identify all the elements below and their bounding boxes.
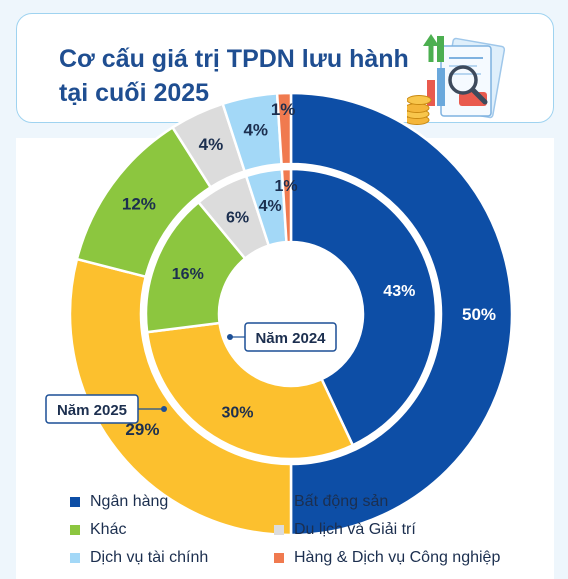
data-label-outer-5: 1% <box>271 100 296 119</box>
legend-label: Ngân hàng <box>90 493 169 510</box>
data-label-outer-0: 50% <box>462 305 496 324</box>
legend-item: Dịch vụ tài chính <box>70 546 274 570</box>
data-label-inner-2: 16% <box>172 266 204 283</box>
data-label-outer-3: 4% <box>199 135 224 154</box>
callout-2024-label: Năm 2024 <box>255 330 326 347</box>
slice-inner-5 <box>280 167 293 244</box>
slice-outer-0 <box>289 91 514 537</box>
title-line-2: tại cuối 2025 <box>59 79 210 107</box>
legend-item: Khác <box>70 518 274 542</box>
callout-2025-label: Năm 2025 <box>57 402 127 419</box>
slice-labels: 50%29%12%4%4%1%43%30%16%6%4%1% <box>122 100 496 439</box>
legend-label: Dịch vụ tài chính <box>90 549 209 566</box>
title-line-1: Cơ cấu giá trị TPDN lưu hành <box>59 45 409 73</box>
legend-item: Hàng & Dịch vụ Công nghiệp <box>274 546 524 570</box>
data-label-inner-0: 43% <box>383 283 415 300</box>
data-label-inner-1: 30% <box>222 404 254 421</box>
callout-2024-box <box>244 322 337 352</box>
legend-label: Bất động sản <box>294 493 389 510</box>
inner-ring-2024 <box>144 167 438 461</box>
data-label-inner-5: 1% <box>274 178 297 195</box>
data-label-outer-4: 4% <box>243 120 268 139</box>
page-title: Cơ cấu giá trị TPDN lưu hành tại cuối 20… <box>59 42 419 110</box>
title-card: Cơ cấu giá trị TPDN lưu hành tại cuối 20… <box>16 13 554 125</box>
outer-ring-2025 <box>68 91 514 537</box>
legend-swatch <box>70 525 80 535</box>
bond-document-icon <box>407 34 506 125</box>
legend-swatch <box>274 525 284 535</box>
data-label-outer-1: 29% <box>125 420 159 439</box>
legend-swatch <box>70 497 80 507</box>
data-label-outer-2: 12% <box>122 194 156 213</box>
data-label-inner-3: 6% <box>226 210 249 227</box>
callout-2024-dot <box>227 334 233 340</box>
legend-label: Du lịch và Giải trí <box>294 521 416 538</box>
legend-swatch <box>274 553 284 563</box>
legend-item: Bất động sản <box>274 490 524 514</box>
legend-item: Du lịch và Giải trí <box>274 518 524 542</box>
ring-callouts: Năm 2024 Năm 2025 <box>45 322 337 424</box>
legend-label: Khác <box>90 521 127 538</box>
slice-inner-0 <box>289 167 438 447</box>
slice-inner-1 <box>145 321 355 461</box>
chart-legend: Ngân hàng Bất động sản Khác Du lịch và Giải… <box>70 490 550 570</box>
callout-2025-box <box>45 394 139 424</box>
legend-swatch <box>274 497 284 507</box>
callout-2025-dot <box>161 406 167 412</box>
legend-label: Hàng & Dịch vụ Công nghiệp <box>294 549 501 566</box>
data-label-inner-4: 4% <box>259 198 282 215</box>
slice-outer-1 <box>68 257 293 537</box>
slice-outer-5 <box>275 91 293 166</box>
legend-swatch <box>70 553 80 563</box>
legend-item: Ngân hàng <box>70 490 274 514</box>
